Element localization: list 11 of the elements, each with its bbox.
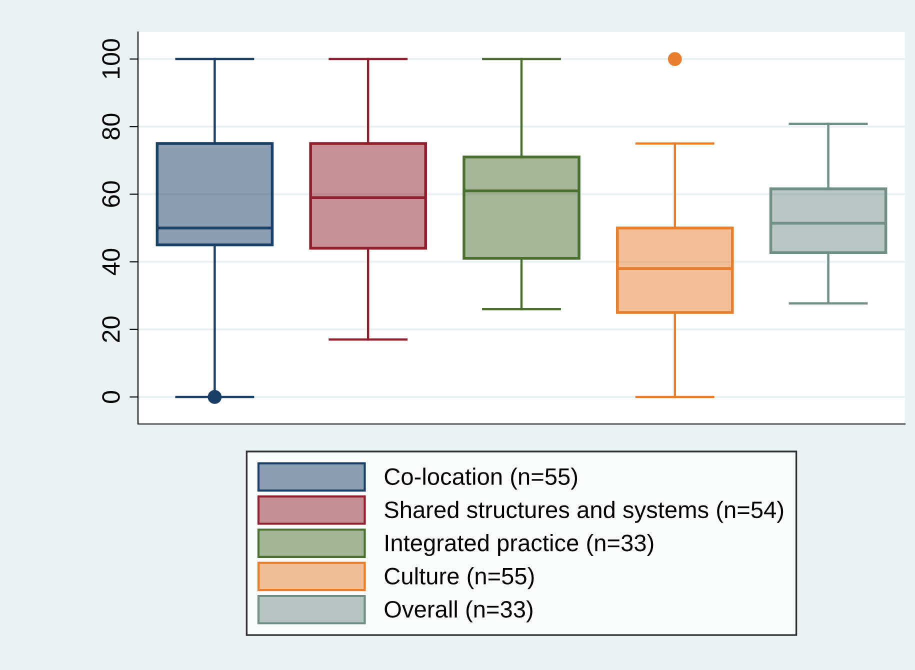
y-tick-label: 40 [102,248,120,276]
y-tick-label: 0 [102,390,120,403]
y-tick-label: 20 [102,316,120,342]
legend-label: Co-location (n=55) [384,468,578,490]
y-tick-label: 80 [102,114,120,140]
y-tick-label: 100 [102,39,120,78]
legend-label: Culture (n=55) [384,567,534,590]
legend-label: Shared structures and systems (n=54) [384,500,784,523]
legend-label: Overall (n=33) [384,600,532,622]
y-tick-label: 60 [102,181,120,207]
legend-label: Integrated practice (n=33) [386,534,654,556]
